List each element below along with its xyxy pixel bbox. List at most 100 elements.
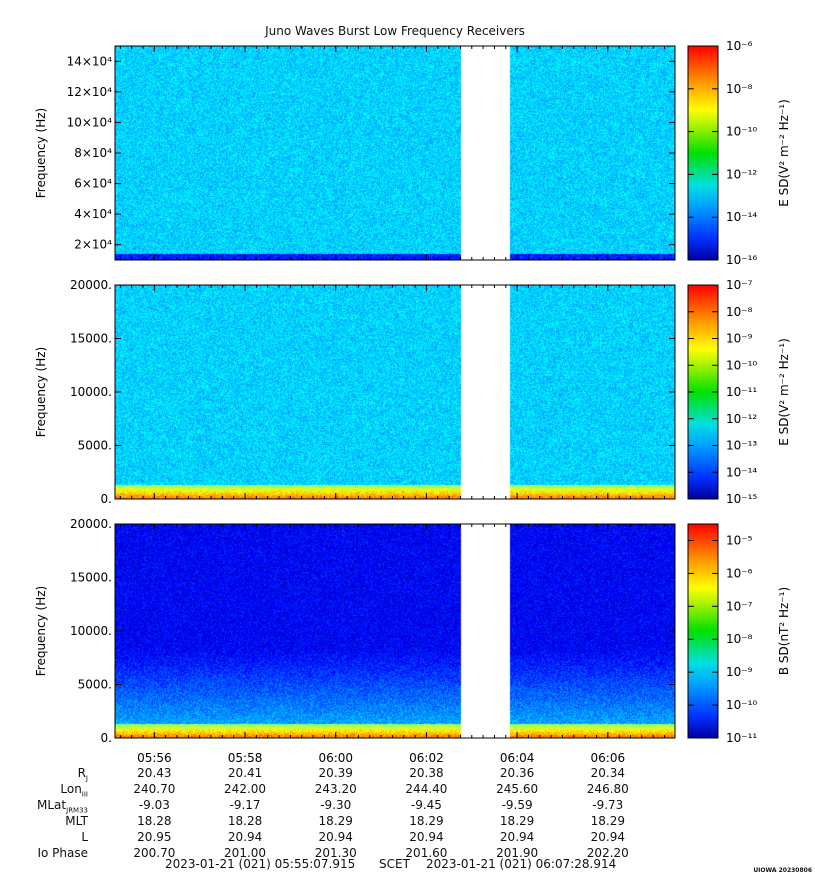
y-tick-label: 2×10⁴ — [74, 238, 112, 252]
y-tick-label: 15000. — [70, 332, 112, 346]
colorbar-tick-label: 10⁻¹³ — [726, 439, 757, 453]
ephemeris-value: 245.60 — [496, 782, 539, 796]
y-tick-label: 5000. — [78, 678, 112, 692]
spectrogram-image — [115, 524, 675, 738]
y-axis-label: Frequency (Hz) — [34, 347, 48, 438]
ephemeris-value: -9.59 — [501, 798, 533, 812]
ephemeris-label-subscript: III — [81, 790, 88, 799]
ephemeris-value: 18.28 — [227, 814, 263, 828]
colorbar-tick-label: 10⁻¹¹ — [726, 731, 757, 745]
ephemeris-value: 18.29 — [590, 814, 625, 828]
ephemeris-value: 244.40 — [405, 782, 448, 796]
colorbar-tick-label: 10⁻⁹ — [726, 665, 753, 679]
ephemeris-label-subscript: J — [85, 774, 88, 783]
colorbar-tick-label: 10⁻⁸ — [726, 82, 753, 96]
ephemeris-value: 20.39 — [318, 766, 353, 780]
watermark-stamp: UIOWA 20230806 — [753, 867, 812, 874]
colorbar-tick-label: 10⁻¹⁵ — [726, 492, 757, 506]
y-tick-label: 8×10⁴ — [74, 146, 112, 160]
ephemeris-value: 20.41 — [227, 766, 263, 780]
colorbar-tick-label: 10⁻⁸ — [726, 305, 753, 319]
ephemeris-value: 243.20 — [314, 782, 357, 796]
ephemeris-value: 201.90 — [496, 846, 539, 860]
colorbar-label: E SD(V² m⁻² Hz⁻¹) — [777, 338, 791, 446]
panel-2: 0. 5000. 10000. 15000. 20000. Frequency (Hz) 1… — [34, 278, 791, 506]
ephemeris-value: 18.28 — [137, 814, 172, 828]
time-tick-label: 05:58 — [228, 751, 263, 765]
colorbar — [687, 45, 719, 261]
ephemeris-value: 200.70 — [133, 846, 176, 860]
y-tick-label: 10000. — [70, 624, 112, 638]
ephemeris-label: Io Phase — [37, 846, 88, 860]
colorbar-tick-label: 10⁻¹⁰ — [726, 125, 757, 139]
y-tick-label: 14×10⁴ — [67, 54, 113, 68]
ephemeris-value: 20.95 — [137, 830, 172, 844]
colorbar-tick-label: 10⁻⁶ — [726, 39, 753, 53]
y-axis-label: Frequency (Hz) — [34, 586, 48, 677]
ephemeris-value: 18.29 — [409, 814, 444, 828]
ephemeris-value: 20.94 — [227, 830, 263, 844]
ephemeris-label-subscript: JRM33 — [66, 806, 88, 815]
colorbar-tick-label: 10⁻⁸ — [726, 632, 753, 646]
ephemeris-value: -9.73 — [592, 798, 624, 812]
y-tick-label: 20000. — [70, 278, 112, 292]
ephemeris-value: 20.94 — [499, 830, 535, 844]
colorbar-tick-label: 10⁻¹⁴ — [726, 465, 757, 479]
ephemeris-label: L — [81, 830, 88, 844]
colorbar-tick-label: 10⁻¹⁶ — [726, 253, 757, 267]
ephemeris-value: -9.03 — [138, 798, 170, 812]
ephemeris-label: RJ — [77, 766, 88, 783]
panel-3: 0. 5000. 10000. 15000. 20000. Frequency (Hz) 1… — [34, 517, 791, 745]
colorbar-tick-label: 10⁻⁷ — [726, 278, 753, 292]
time-tick-label: 06:06 — [591, 751, 626, 765]
y-tick-label: 5000. — [78, 439, 112, 453]
start-time: 2023-01-21 (021) 05:55:07.915 — [165, 857, 356, 871]
ephemeris-value: 20.94 — [409, 830, 444, 844]
colorbar-tick-label: 10⁻⁵ — [726, 533, 753, 547]
y-tick-label: 4×10⁴ — [74, 207, 112, 221]
chart-title: Juno Waves Burst Low Frequency Receivers — [265, 24, 525, 38]
ephemeris-label: MLT — [65, 814, 88, 828]
colorbar-tick-label: 10⁻⁶ — [726, 566, 753, 580]
y-tick-label: 20000. — [70, 517, 112, 531]
ephemeris-value: 20.36 — [499, 766, 535, 780]
y-axis-label: Frequency (Hz) — [34, 108, 48, 199]
panel-1: 2×10⁴ 4×10⁴ 6×10⁴ 8×10⁴ 10×10⁴ 12×10⁴ 14×10⁴ Fr… — [34, 39, 791, 267]
spectrogram-image — [115, 285, 675, 499]
colorbar-tick-label: 10⁻⁹ — [726, 332, 753, 346]
ephemeris-value: -9.45 — [410, 798, 442, 812]
y-tick-label: 15000. — [70, 571, 112, 585]
ephemeris-value: 18.29 — [318, 814, 353, 828]
colorbar-tick-label: 10⁻¹⁴ — [726, 210, 757, 224]
y-tick-label: 12×10⁴ — [67, 85, 113, 99]
colorbar-tick-label: 10⁻¹⁰ — [726, 358, 757, 372]
y-tick-label: 10000. — [70, 385, 112, 399]
colorbar-tick-label: 10⁻¹² — [726, 167, 757, 181]
y-tick-label: 10×10⁴ — [67, 115, 113, 129]
ephemeris-value: 20.43 — [137, 766, 172, 780]
colorbar-tick-label: 10⁻¹¹ — [726, 385, 757, 399]
ephemeris-label: LonIII — [60, 782, 88, 799]
scet-label: SCET — [379, 857, 410, 871]
time-tick-label: 05:56 — [137, 751, 172, 765]
y-tick-label: 6×10⁴ — [74, 177, 112, 191]
ephemeris-value: 201.30 — [314, 846, 357, 860]
ephemeris-value: 20.94 — [318, 830, 353, 844]
ephemeris-value: 20.38 — [409, 766, 444, 780]
colorbar-tick-label: 10⁻⁷ — [726, 599, 753, 613]
spectrogram-image — [115, 46, 675, 260]
y-tick-label: 0. — [101, 492, 112, 506]
ephemeris-value: 20.34 — [590, 766, 625, 780]
ephemeris-value: 20.94 — [590, 830, 625, 844]
colorbar-tick-label: 10⁻¹⁰ — [726, 698, 757, 712]
time-tick-label: 06:00 — [318, 751, 353, 765]
y-tick-label: 0. — [101, 731, 112, 745]
ephemeris-value: -9.30 — [320, 798, 352, 812]
ephemeris-value: 242.00 — [224, 782, 267, 796]
colorbar-label: B SD(nT² Hz⁻¹) — [777, 587, 791, 675]
ephemeris-value: 240.70 — [133, 782, 176, 796]
ephemeris-value: 201.00 — [224, 846, 267, 860]
colorbar-tick-label: 10⁻¹² — [726, 412, 757, 426]
ephemeris-value: 18.29 — [499, 814, 535, 828]
time-tick-label: 06:04 — [500, 751, 535, 765]
